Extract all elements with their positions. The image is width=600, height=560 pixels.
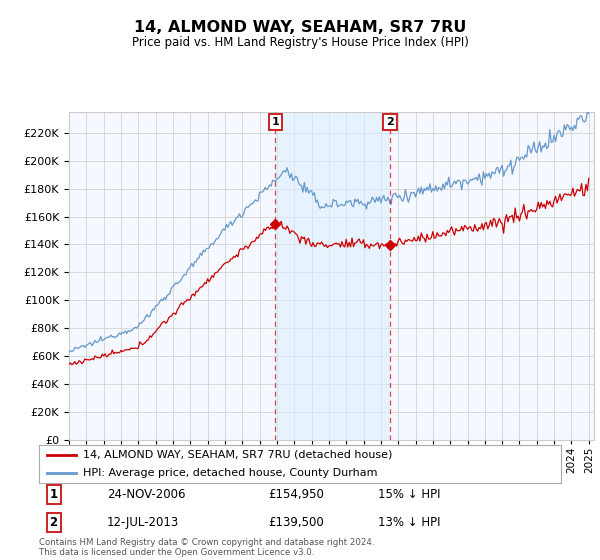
Text: Price paid vs. HM Land Registry's House Price Index (HPI): Price paid vs. HM Land Registry's House … [131, 36, 469, 49]
Text: 14, ALMOND WAY, SEAHAM, SR7 7RU (detached house): 14, ALMOND WAY, SEAHAM, SR7 7RU (detache… [83, 450, 393, 460]
Text: HPI: Average price, detached house, County Durham: HPI: Average price, detached house, Coun… [83, 468, 378, 478]
Text: Contains HM Land Registry data © Crown copyright and database right 2024.
This d: Contains HM Land Registry data © Crown c… [39, 538, 374, 557]
Text: 12-JUL-2013: 12-JUL-2013 [107, 516, 179, 529]
Text: 13% ↓ HPI: 13% ↓ HPI [379, 516, 441, 529]
Text: 1: 1 [50, 488, 58, 501]
Text: 2: 2 [50, 516, 58, 529]
Text: £139,500: £139,500 [269, 516, 325, 529]
Text: 15% ↓ HPI: 15% ↓ HPI [379, 488, 441, 501]
Text: 14, ALMOND WAY, SEAHAM, SR7 7RU: 14, ALMOND WAY, SEAHAM, SR7 7RU [134, 20, 466, 35]
Text: £154,950: £154,950 [269, 488, 325, 501]
Text: 24-NOV-2006: 24-NOV-2006 [107, 488, 185, 501]
Text: 2: 2 [386, 117, 394, 127]
Text: 1: 1 [271, 117, 279, 127]
